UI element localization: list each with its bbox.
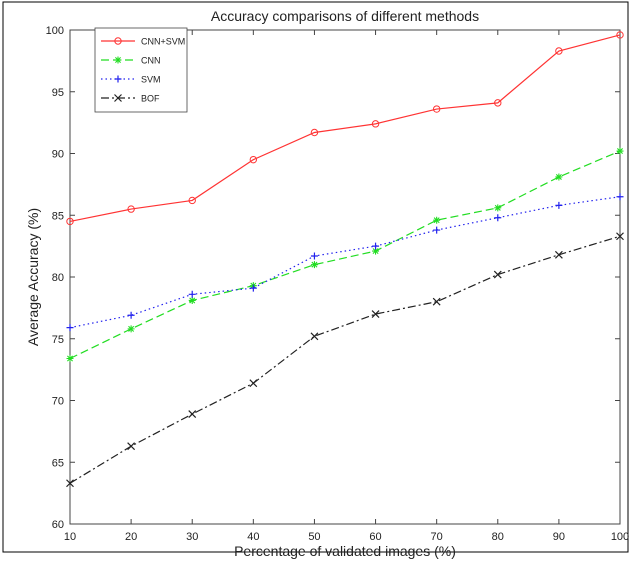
- data-point-cnn: [494, 204, 502, 212]
- data-point-cnn-svm: [555, 47, 563, 55]
- y-tick-label: 90: [52, 149, 64, 161]
- y-tick-label: 80: [52, 272, 64, 284]
- series-cnn-svm: [66, 31, 624, 226]
- y-tick-label: 60: [52, 519, 64, 531]
- data-point-svm: [66, 324, 74, 332]
- data-point-cnn: [127, 325, 135, 333]
- x-tick-label: 70: [431, 531, 443, 543]
- data-point-svm: [310, 252, 318, 260]
- y-axis-label: Average Accuracy (%): [25, 208, 41, 346]
- data-point-cnn-svm: [616, 31, 624, 39]
- data-point-cnn-svm: [371, 120, 380, 128]
- data-point-svm: [555, 201, 563, 209]
- legend-label: BOF: [141, 94, 160, 104]
- x-tick-label: 10: [64, 531, 76, 543]
- series-svm: [66, 193, 624, 332]
- y-tick-label: 95: [52, 87, 64, 99]
- legend-item-svm: SVM: [101, 75, 161, 85]
- y-tick-label: 70: [52, 396, 64, 408]
- data-point-cnn-svm: [188, 196, 196, 205]
- legend-marker: [114, 37, 122, 45]
- data-point-bof: [249, 379, 258, 388]
- series-line-svm: [69, 196, 621, 329]
- data-point-svm: [616, 193, 624, 201]
- data-point-svm: [433, 226, 441, 234]
- y-tick-label: 75: [52, 334, 64, 346]
- data-point-bof: [188, 410, 197, 419]
- data-point-cnn-svm: [127, 205, 135, 213]
- x-tick-label: 50: [308, 531, 320, 543]
- data-point-cnn: [433, 216, 441, 224]
- legend-label: SVM: [141, 75, 161, 85]
- legend-marker: [114, 56, 122, 64]
- data-point-svm: [188, 290, 196, 298]
- x-tick-label: 60: [369, 531, 381, 543]
- data-point-bof: [616, 232, 624, 241]
- data-point-cnn-svm: [310, 128, 319, 137]
- data-point-cnn: [310, 261, 318, 269]
- legend: CNN+SVM CNN SVM BOF: [94, 27, 188, 113]
- series-bof: [66, 232, 624, 488]
- x-tick-label: 30: [186, 531, 198, 543]
- x-tick-label: 80: [492, 531, 504, 543]
- legend-label: CNN+SVM: [141, 37, 185, 47]
- data-point-cnn-svm: [432, 105, 441, 113]
- data-point-bof: [554, 250, 563, 259]
- legend-item-cnn: CNN: [101, 56, 161, 66]
- x-tick-label: 100: [611, 531, 629, 543]
- data-point-bof: [66, 479, 74, 488]
- axes: 10 20 30 40 50 60 70 80 90 100 60 65 70 75 80 85 90 95 100: [46, 25, 630, 543]
- data-point-svm: [127, 311, 135, 319]
- data-point-svm: [494, 214, 502, 222]
- data-point-svm: [249, 284, 257, 292]
- data-point-cnn: [188, 296, 196, 304]
- data-point-cnn: [66, 355, 74, 363]
- data-point-svm: [372, 242, 380, 250]
- data-point-bof: [371, 310, 380, 318]
- series-line-cnn-svm: [69, 34, 621, 223]
- legend-item-bof: BOF: [101, 94, 160, 104]
- data-point-cnn-svm: [66, 217, 74, 226]
- x-axis-label: Percentage of validated images (%): [234, 543, 456, 559]
- chart-title: Accuracy comparisons of different method…: [211, 8, 479, 24]
- y-tick-label: 65: [52, 457, 64, 469]
- series-line-cnn: [69, 150, 621, 360]
- legend-marker: [114, 94, 122, 102]
- legend-marker: [114, 75, 122, 83]
- data-point-cnn: [616, 147, 624, 155]
- x-tick-label: 20: [125, 531, 137, 543]
- data-point-cnn: [555, 173, 563, 181]
- data-point-bof: [493, 270, 502, 279]
- legend-label: CNN: [141, 56, 161, 66]
- y-tick-label: 100: [46, 25, 64, 37]
- series-layer: [66, 31, 624, 488]
- series-line-bof: [69, 235, 621, 484]
- x-tick-label: 90: [553, 531, 565, 543]
- data-point-bof: [432, 297, 441, 306]
- data-point-cnn-svm: [494, 99, 502, 107]
- legend-item-cnn-svm: CNN+SVM: [101, 37, 185, 47]
- data-point-bof: [127, 442, 136, 451]
- x-tick-label: 40: [247, 531, 259, 543]
- legend-box: [94, 27, 188, 113]
- data-point-bof: [310, 332, 319, 341]
- data-point-cnn-svm: [249, 155, 258, 164]
- data-point-cnn: [372, 247, 380, 255]
- y-tick-label: 85: [52, 210, 64, 222]
